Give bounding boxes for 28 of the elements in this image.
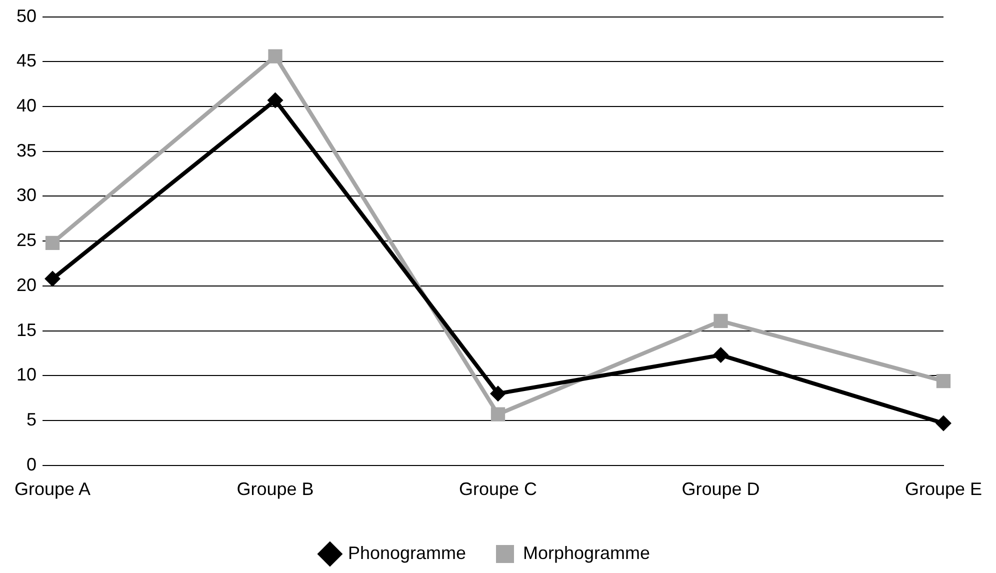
y-tick-label: 0 (26, 454, 37, 474)
y-tick-label: 10 (16, 364, 37, 385)
point (268, 49, 282, 64)
point (44, 270, 61, 287)
y-tick-label: 30 (16, 185, 37, 206)
x-tick-label: Groupe A (14, 479, 91, 500)
point (490, 407, 506, 422)
y-tick-label: 50 (16, 6, 37, 26)
point (45, 236, 60, 250)
point (712, 347, 729, 364)
point (714, 314, 728, 328)
point (935, 415, 952, 432)
y-tick-label: 15 (16, 320, 37, 340)
y-tick-label: 45 (16, 50, 37, 71)
point (267, 92, 284, 108)
point (936, 374, 951, 388)
x-tick-label: Groupe D (682, 479, 760, 500)
y-tick-label: 20 (16, 274, 37, 295)
x-tick-label: Groupe B (236, 479, 314, 500)
y-tick-label: 40 (16, 95, 37, 116)
point (490, 386, 506, 402)
x-tick-label: Groupe E (904, 479, 982, 500)
legend-label: Morphogramme (523, 542, 650, 563)
y-tick-label: 25 (16, 230, 37, 250)
legend-label: Phonogramme (348, 542, 466, 563)
x-tick-label: Groupe C (458, 479, 538, 500)
y-tick-label: 5 (26, 410, 37, 430)
y-tick-label: 35 (16, 140, 37, 160)
